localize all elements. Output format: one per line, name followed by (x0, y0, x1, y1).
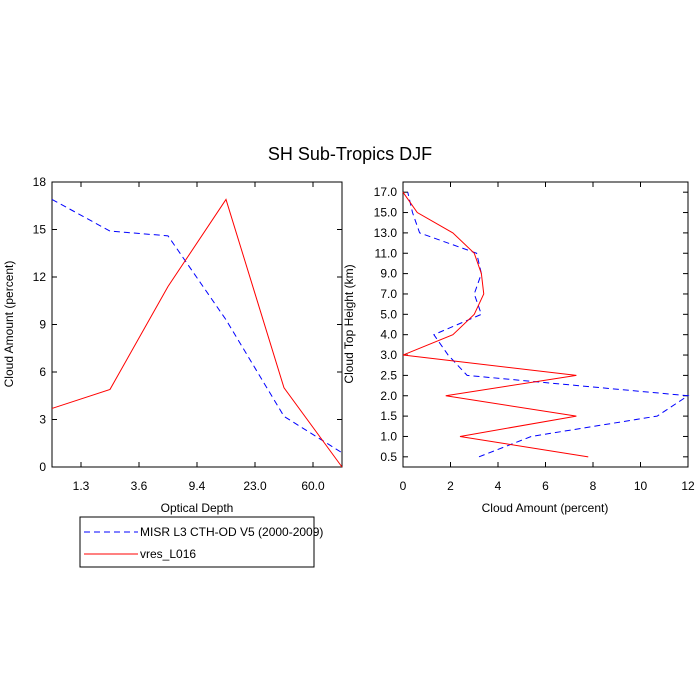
right-y-tick-label: 0.5 (380, 450, 397, 464)
legend-label-misr: MISR L3 CTH-OD V5 (2000-2009) (140, 525, 323, 539)
left-x-axis-label: Optical Depth (161, 501, 234, 515)
right-x-tick-label: 8 (590, 479, 597, 493)
left-y-tick-label: 6 (39, 365, 46, 379)
left-y-tick-label: 9 (39, 318, 46, 332)
right-y-tick-label: 2.5 (380, 368, 397, 382)
figure-title: SH Sub-Tropics DJF (268, 144, 432, 164)
right-y-axis-label: Cloud Top Height (km) (342, 264, 356, 383)
left-x-tick-label: 3.6 (131, 479, 148, 493)
right-x-tick-label: 10 (634, 479, 648, 493)
right-x-axis-label: Cloud Amount (percent) (482, 501, 609, 515)
right-y-tick-label: 9.0 (380, 267, 397, 281)
left-y-tick-label: 3 (39, 413, 46, 427)
right-y-tick-label: 1.5 (380, 409, 397, 423)
left-series-vres-line (51, 198, 343, 468)
right-y-tick-label: 3.0 (380, 348, 397, 362)
right-y-tick-label: 2.0 (380, 389, 397, 403)
legend: MISR L3 CTH-OD V5 (2000-2009) vres_L016 (79, 516, 323, 568)
right-y-tick-label: 4.0 (380, 328, 397, 342)
left-x-tick-label: 9.4 (189, 479, 206, 493)
right-series-vres-line (402, 191, 589, 458)
left-plot-frame (51, 181, 343, 468)
left-y-tick-label: 12 (33, 270, 47, 284)
right-y-tick-label: 7.0 (380, 287, 397, 301)
right-x-tick-label: 6 (542, 479, 549, 493)
legend-box (79, 516, 315, 568)
left-y-tick-label: 18 (33, 175, 47, 189)
right-y-tick-label: 13.0 (374, 226, 398, 240)
right-series-misr-line (407, 192, 690, 458)
right-x-tick-label: 0 (400, 479, 407, 493)
left-y-axis-label: Cloud Amount (percent) (2, 261, 16, 388)
right-chart: 0 2 4 6 8 10 12 0.5 1.0 1.5 2.0 2.5 3.0 4.0 5.0 7.0 9.0 1… (342, 181, 695, 515)
right-x-tick-label: 4 (495, 479, 502, 493)
left-series-misr-line (51, 198, 343, 454)
right-y-tick-label: 5.0 (380, 307, 397, 321)
right-x-tick-label: 12 (681, 479, 695, 493)
left-chart: 0 3 6 9 12 15 18 1.3 3.6 9.4 23.0 60.0 Optical Dept… (2, 175, 343, 515)
left-x-tick-label: 60.0 (301, 479, 325, 493)
left-y-tick-label: 0 (39, 460, 46, 474)
right-plot-frame (402, 181, 689, 468)
right-y-tick-label: 15.0 (374, 206, 398, 220)
left-y-tick-label: 15 (33, 223, 47, 237)
right-y-tick-label: 11.0 (375, 246, 398, 260)
left-x-tick-label: 1.3 (73, 479, 90, 493)
right-y-tick-label: 17.0 (374, 185, 398, 199)
left-x-tick-label: 23.0 (243, 479, 267, 493)
legend-label-vres: vres_L016 (140, 547, 196, 561)
right-y-tick-label: 1.0 (380, 429, 397, 443)
right-x-tick-label: 2 (447, 479, 454, 493)
